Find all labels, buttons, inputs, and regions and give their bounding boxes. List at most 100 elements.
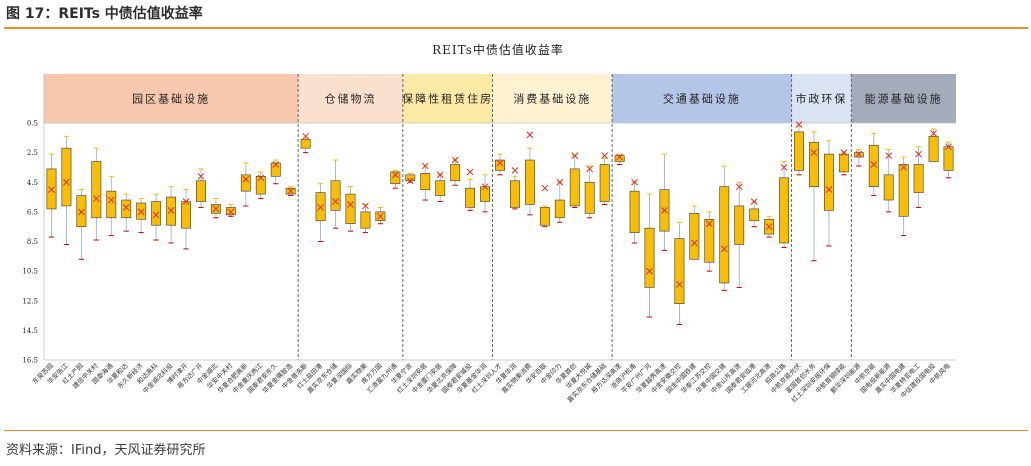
category-band	[791, 74, 852, 123]
box-item	[704, 211, 715, 272]
mean-marker	[735, 183, 743, 191]
mean-marker	[377, 212, 384, 220]
category-label: 交通基础设施	[663, 92, 741, 106]
box-item	[61, 135, 72, 245]
mean-marker	[780, 164, 788, 171]
box	[435, 180, 446, 196]
mean-marker	[526, 131, 534, 139]
mean-marker	[571, 152, 579, 159]
mean-marker	[750, 198, 758, 205]
box-item	[838, 149, 849, 176]
box-item	[674, 221, 685, 325]
mean-marker	[257, 174, 265, 182]
box	[809, 141, 819, 187]
mean-marker	[347, 201, 354, 208]
mean-marker	[242, 175, 250, 183]
box	[255, 176, 266, 195]
category-label: 消费基础设施	[513, 92, 591, 106]
category-band	[402, 74, 493, 123]
box-item	[524, 131, 535, 216]
box	[450, 164, 461, 182]
box-item	[853, 149, 864, 167]
box-item	[151, 193, 162, 241]
box-item	[225, 203, 236, 217]
box-item	[495, 153, 505, 176]
box-item	[823, 140, 834, 247]
mean-marker	[152, 211, 160, 219]
mean-marker	[691, 239, 698, 247]
box	[913, 164, 924, 193]
box	[360, 211, 371, 229]
x-axis: 东吴苏园华安张江红土产园建信中关村国泰海通华夏和达东久新经济和达高科中金湖北科投…	[30, 361, 952, 404]
box-item	[898, 156, 909, 237]
box	[524, 159, 535, 205]
mean-marker	[930, 130, 937, 137]
y-tick-label: 0.5	[27, 120, 38, 128]
box-item	[569, 152, 580, 208]
box	[196, 180, 206, 202]
box-item	[734, 181, 745, 288]
box-item	[375, 206, 386, 225]
box	[734, 205, 745, 245]
category-band	[492, 74, 613, 123]
mean-marker	[945, 143, 952, 151]
box	[749, 208, 760, 222]
box-item	[315, 183, 326, 242]
box	[794, 131, 804, 171]
mean-marker	[840, 149, 848, 156]
box	[510, 180, 520, 208]
y-tick-label: 2.5	[27, 149, 38, 157]
mean-marker	[915, 150, 922, 158]
box-item	[554, 178, 565, 223]
mean-marker	[825, 186, 833, 194]
box-item	[345, 186, 356, 232]
y-tick-label: 14.5	[22, 327, 38, 335]
mean-marker	[48, 186, 55, 194]
mean-marker	[122, 204, 130, 211]
box	[569, 168, 580, 207]
mean-marker	[586, 165, 594, 173]
box-item	[270, 159, 281, 185]
box-item	[240, 162, 251, 207]
chart-title: REITs中债估值收益率	[432, 42, 564, 57]
category-label: 保障性租赁住房	[402, 92, 493, 106]
box	[345, 193, 356, 225]
mean-marker	[466, 168, 474, 176]
box	[644, 227, 655, 288]
box-item	[614, 153, 625, 165]
box-item	[46, 153, 57, 238]
box	[270, 162, 281, 177]
box-item	[913, 146, 924, 208]
category-label: 市政环保	[795, 92, 847, 106]
box	[465, 187, 476, 208]
box	[330, 180, 341, 211]
box-item	[435, 171, 446, 203]
box	[704, 218, 715, 263]
mean-marker	[720, 245, 728, 253]
box-item	[166, 186, 177, 244]
box-item	[539, 184, 550, 228]
mean-marker	[541, 184, 549, 192]
mean-marker	[227, 208, 235, 216]
box	[495, 159, 505, 171]
mean-marker	[78, 208, 85, 216]
box	[106, 190, 117, 219]
box-item	[255, 171, 266, 200]
mean-marker	[870, 161, 878, 168]
box	[599, 164, 610, 202]
box-item	[420, 162, 431, 201]
box	[405, 174, 416, 182]
mean-marker	[481, 183, 489, 191]
box	[240, 174, 251, 192]
box-item	[779, 161, 790, 248]
category-bands: 园区基础设施 仓储物流 保障性租赁住房 消费基础设施 交通基础设施 市政环保 能源基础设施	[44, 74, 956, 123]
box-item	[390, 169, 401, 189]
mean-marker	[107, 196, 115, 204]
box-item	[749, 198, 760, 228]
box	[151, 201, 162, 226]
box-item	[480, 174, 490, 213]
y-tick-label: 10.5	[22, 268, 38, 276]
mean-marker	[406, 177, 414, 185]
box-item	[76, 189, 87, 260]
box	[225, 207, 236, 216]
